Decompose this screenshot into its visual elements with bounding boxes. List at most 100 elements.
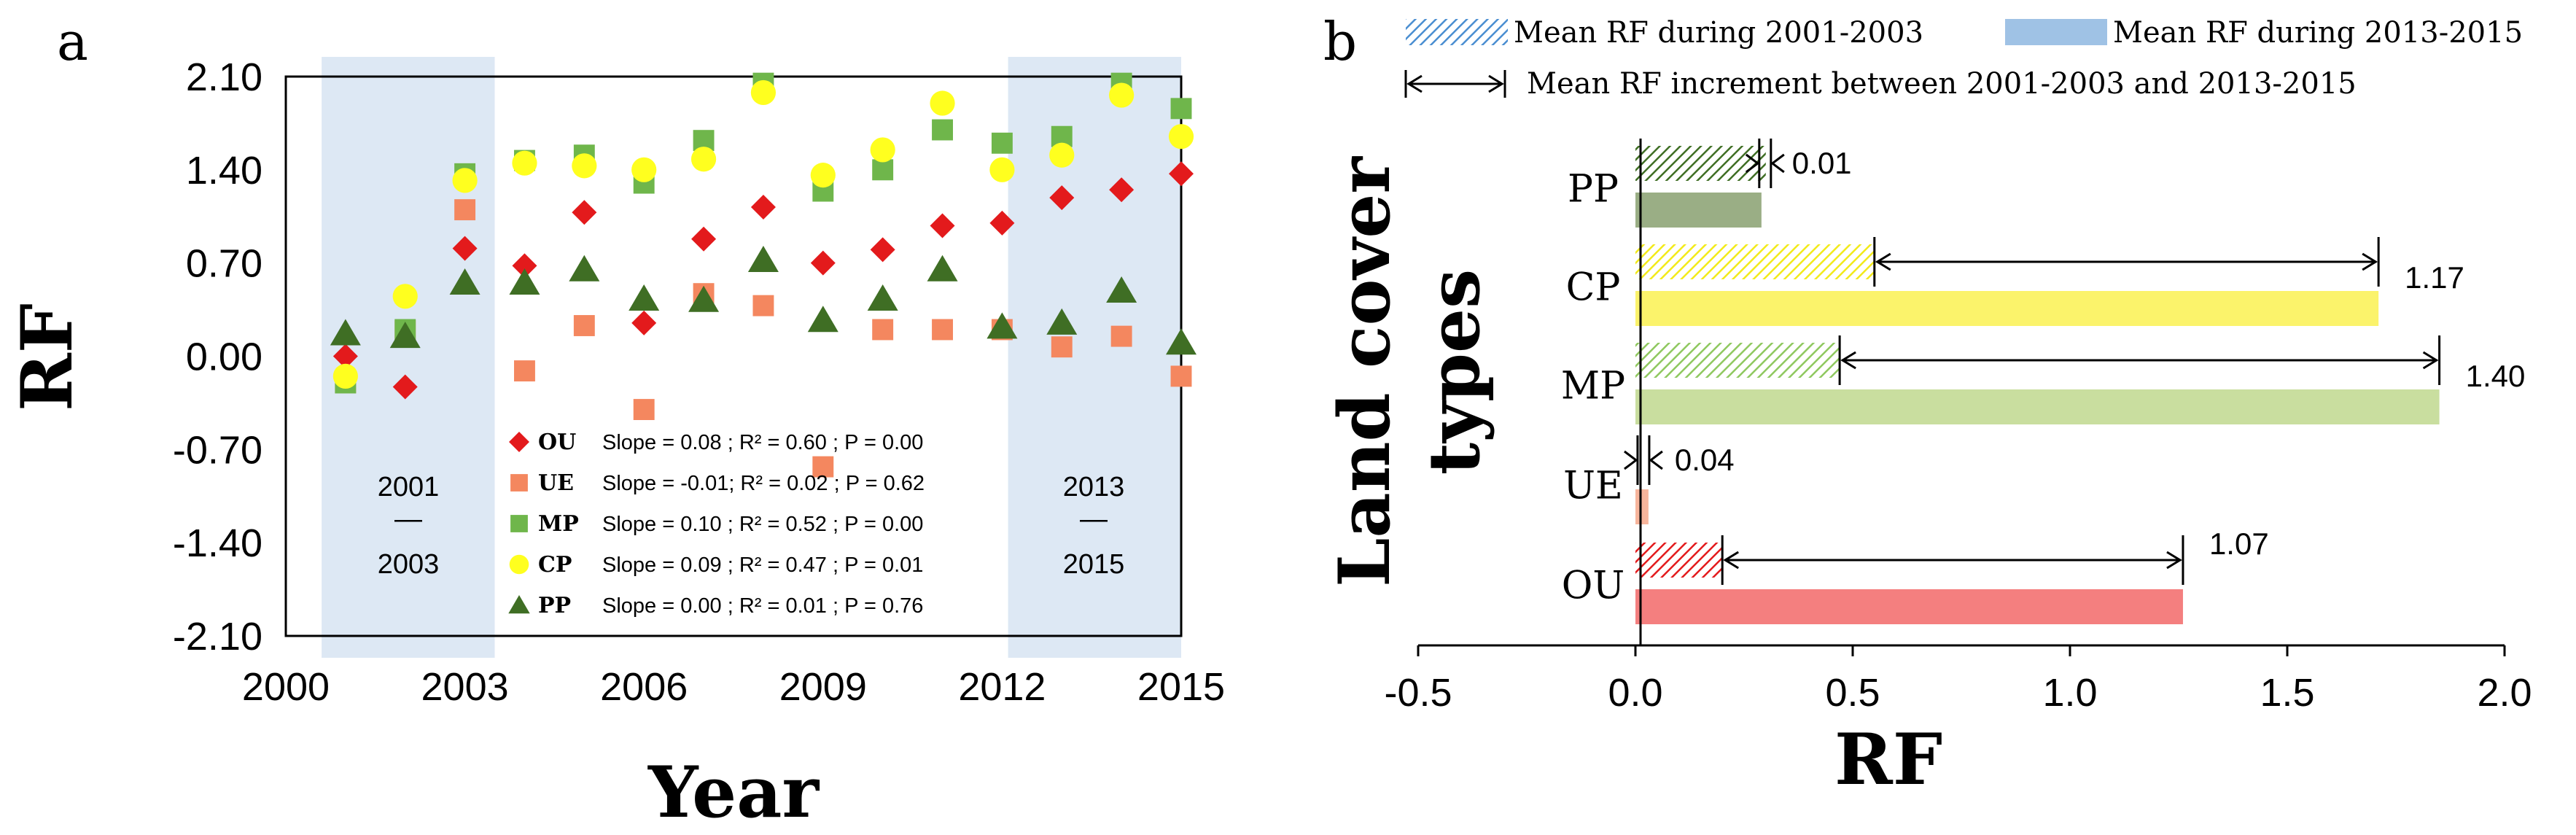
point-OU: [691, 226, 717, 252]
point-MP: [872, 159, 894, 181]
point-OU: [989, 210, 1015, 236]
plot-frame-a: [284, 75, 1183, 637]
y-tick-labels: 2.10 1.40 0.70 0.00 -0.70 -1.40 -2.10: [173, 55, 262, 659]
period-1-start: 2001: [378, 472, 440, 502]
x-tick-label-b: -0.5: [1384, 671, 1452, 715]
x-tick-labels: 2000 2003 2006 2009 2012 2015: [242, 665, 1225, 709]
x-tick-label-b: 2.0: [2477, 671, 2532, 715]
point-OU: [392, 374, 418, 400]
point-PP: [1166, 328, 1196, 355]
increment-arrow-MP: [1838, 335, 2441, 385]
legend-series-name: PP: [538, 593, 571, 618]
legend-series-name: CP: [538, 552, 572, 578]
point-CP: [930, 90, 955, 116]
increment-arrow-CP: [1873, 237, 2380, 287]
point-UE: [514, 360, 535, 382]
legend-marker-MP: [510, 515, 528, 532]
point-UE: [573, 315, 595, 336]
category-label-UE: UE: [1563, 465, 1623, 508]
panel-b-letter: b: [1323, 11, 1357, 72]
point-CP: [1049, 142, 1075, 168]
point-OU: [1109, 177, 1135, 203]
bars: [1635, 146, 2440, 624]
category-label-PP: PP: [1568, 168, 1619, 211]
category-labels: PP CP MP UE OU: [1561, 168, 1625, 608]
x-tick-label-b: 0.0: [1608, 671, 1662, 715]
bar-late-PP: [1635, 193, 1762, 228]
bar-early-CP: [1635, 244, 1875, 279]
point-MP: [1170, 98, 1192, 120]
legend-late-swatch: [2005, 19, 2107, 45]
point-UE: [1170, 365, 1192, 387]
x-tick-label: 2012: [958, 665, 1046, 709]
legend-marker-PP: [508, 595, 530, 614]
data-points: [330, 72, 1196, 478]
legend-b: Mean RF during 2001-2003 Mean RF during …: [1404, 16, 2523, 101]
point-OU: [332, 343, 358, 369]
point-PP: [389, 322, 421, 349]
point-OU: [750, 194, 776, 220]
point-PP: [1046, 308, 1078, 335]
y-tick-label: -0.70: [173, 428, 262, 472]
point-UE: [752, 295, 774, 316]
legend-early-label: Mean RF during 2001-2003: [1514, 16, 1923, 50]
y-tick-label: 0.00: [186, 335, 262, 379]
category-label-OU: OU: [1562, 564, 1624, 608]
y-tick-label: 1.40: [186, 149, 262, 193]
point-CP: [512, 150, 537, 176]
point-MP: [991, 132, 1013, 154]
y-tick-label: -2.10: [173, 615, 262, 659]
point-MP: [932, 119, 953, 141]
point-UE: [1110, 325, 1132, 347]
point-OU: [631, 310, 657, 335]
x-tick-label: 2000: [242, 665, 330, 709]
panel-a: a 2001 — 2003 2013 — 2015 2.10 1.40 0.70 0.…: [6, 11, 1225, 834]
x-axis-title-b: RF: [1834, 718, 1942, 801]
legend-early-swatch: [1406, 19, 1508, 45]
x-tick-labels-b: -0.5 0.0 0.5 1.0 1.5 2.0: [1384, 645, 2532, 715]
legend-a: OU Slope = 0.08 ; R² = 0.60 ; P = 0.00 UE S…: [508, 430, 925, 618]
point-OU: [1049, 185, 1075, 211]
legend-marker-CP: [509, 554, 529, 575]
increment-arrow-OU: [1721, 535, 2184, 585]
point-PP: [747, 246, 779, 273]
period-labels: 2001 — 2003 2013 — 2015: [378, 472, 1125, 580]
point-CP: [1109, 82, 1135, 108]
legend-series-stats: Slope = -0.01; R² = 0.02 ; P = 0.62: [602, 472, 925, 495]
point-UE: [932, 319, 953, 341]
point-CP: [989, 157, 1015, 182]
y-tick-label: 2.10: [186, 55, 262, 99]
period-2-end: 2015: [1063, 549, 1125, 580]
category-label-CP: CP: [1566, 266, 1621, 310]
legend-late-label: Mean RF during 2013-2015: [2113, 16, 2523, 50]
point-PP: [629, 284, 660, 311]
legend-series-stats: Slope = 0.08 ; R² = 0.60 ; P = 0.00: [602, 431, 923, 454]
x-tick-label-b: 0.5: [1825, 671, 1880, 715]
increment-arrows: 0.01 1.17 1.40 0.04 1.07: [1624, 139, 2525, 585]
point-CP: [572, 153, 597, 179]
x-axis-title-a: Year: [647, 751, 820, 834]
point-CP: [1168, 124, 1194, 149]
point-OU: [512, 253, 537, 279]
x-tick-label-b: 1.0: [2042, 671, 2097, 715]
y-axis-title-b-line2: types: [1413, 269, 1495, 475]
panel-b: b Mean RF during 2001-2003 Mean RF durin…: [1323, 11, 2532, 801]
increment-label-MP: 1.40: [2466, 359, 2526, 393]
y-axis-title-a: RF: [6, 303, 88, 411]
point-OU: [810, 250, 836, 276]
shaded-periods: [322, 57, 1181, 658]
x-tick-label: 2003: [421, 665, 509, 709]
panel-a-letter: a: [57, 11, 88, 72]
increment-arrow-UE: [1624, 435, 1663, 485]
increment-label-OU: 1.07: [2209, 527, 2269, 561]
point-CP: [332, 363, 358, 389]
legend-series-stats: Slope = 0.10 ; R² = 0.52 ; P = 0.00: [602, 513, 923, 536]
point-CP: [690, 147, 717, 172]
point-PP: [1106, 276, 1137, 303]
point-PP: [867, 284, 898, 311]
point-CP: [810, 163, 836, 188]
point-PP: [807, 306, 838, 333]
period-1-dash: —: [394, 504, 422, 535]
point-CP: [750, 79, 777, 106]
